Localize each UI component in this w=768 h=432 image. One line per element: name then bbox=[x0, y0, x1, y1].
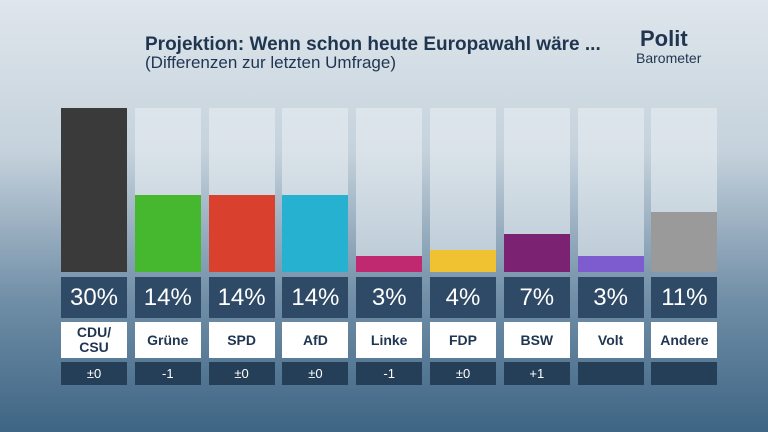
category-label: Volt bbox=[577, 322, 644, 358]
category-label: AfD bbox=[282, 322, 349, 358]
bar bbox=[61, 108, 127, 272]
change-label: ±0 bbox=[208, 362, 275, 385]
category-label: BSW bbox=[503, 322, 570, 358]
bar bbox=[651, 211, 718, 272]
change-label bbox=[651, 362, 718, 385]
change-label: -1 bbox=[356, 362, 423, 385]
chart-title: Projektion: Wenn schon heute Europawahl … bbox=[145, 34, 601, 55]
change-label: ±0 bbox=[430, 362, 496, 385]
bar bbox=[577, 255, 644, 272]
value-label: 11% bbox=[651, 277, 718, 318]
change-label bbox=[577, 362, 644, 385]
bar-background bbox=[430, 108, 496, 272]
bar-background bbox=[356, 108, 423, 272]
value-label: 14% bbox=[282, 277, 349, 318]
logo: Polit bbox=[640, 26, 688, 51]
logo: Barometer bbox=[636, 50, 702, 66]
value-label: 3% bbox=[356, 277, 423, 318]
category-label: Linke bbox=[356, 322, 423, 358]
chart-subtitle: (Differenzen zur letzten Umfrage) bbox=[145, 53, 397, 72]
category-label: CDU/ CSU bbox=[61, 322, 127, 358]
change-label: ±0 bbox=[282, 362, 349, 385]
bar bbox=[356, 255, 423, 272]
bar bbox=[430, 250, 496, 272]
value-label: 4% bbox=[430, 277, 496, 318]
value-label: 30% bbox=[61, 277, 127, 318]
bar bbox=[134, 195, 201, 272]
change-label: ±0 bbox=[61, 362, 127, 385]
value-label: 3% bbox=[577, 277, 644, 318]
value-label: 7% bbox=[503, 277, 570, 318]
bar bbox=[208, 195, 275, 272]
category-label: Andere bbox=[651, 322, 718, 358]
bar bbox=[503, 233, 570, 272]
category-label: SPD bbox=[208, 322, 275, 358]
bar bbox=[282, 195, 349, 272]
bar-background bbox=[577, 108, 644, 272]
change-label: +1 bbox=[503, 362, 570, 385]
category-label: Grüne bbox=[134, 322, 201, 358]
category-label: FDP bbox=[430, 322, 496, 358]
change-label: -1 bbox=[134, 362, 201, 385]
value-label: 14% bbox=[208, 277, 275, 318]
value-label: 14% bbox=[134, 277, 201, 318]
